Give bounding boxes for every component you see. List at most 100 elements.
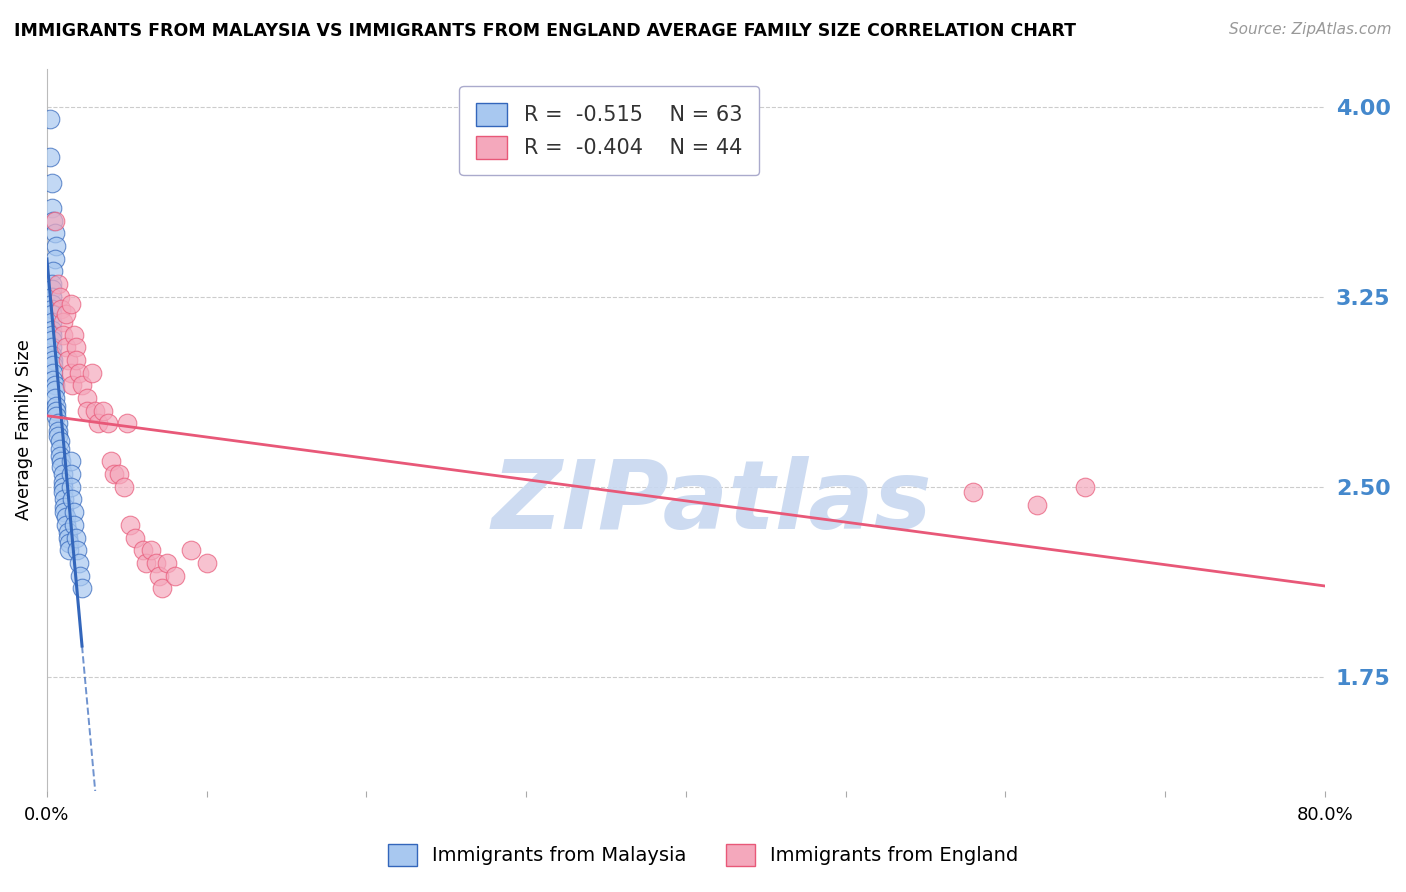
Point (46, 417, 69, 431)
Point (51, 454, 73, 468)
Point (70, 378, 93, 392)
Point (156, 556, 179, 570)
Point (59, 467, 82, 482)
Point (39, 112, 62, 127)
Point (76, 391, 98, 405)
Legend: R =  -0.515    N = 63, R =  -0.404    N = 44: R = -0.515 N = 63, R = -0.404 N = 44 (460, 87, 759, 176)
Point (46, 429, 69, 443)
Point (70, 581, 93, 595)
Point (41, 297, 63, 311)
Point (55, 340, 77, 354)
Point (69, 568, 91, 582)
Point (41, 333, 63, 347)
Point (100, 454, 122, 468)
Point (59, 297, 82, 311)
Point (52, 327, 75, 342)
Point (63, 505, 86, 519)
Point (65, 531, 87, 545)
Point (44, 252, 66, 266)
Point (42, 358, 65, 372)
Text: IMMIGRANTS FROM MALAYSIA VS IMMIGRANTS FROM ENGLAND AVERAGE FAMILY SIZE CORRELAT: IMMIGRANTS FROM MALAYSIA VS IMMIGRANTS F… (14, 22, 1076, 40)
Point (80, 366, 103, 380)
Point (91, 403, 114, 417)
Point (51, 302, 73, 317)
Point (107, 467, 129, 482)
Text: ZIPatlas: ZIPatlas (491, 456, 932, 549)
Y-axis label: Average Family Size: Average Family Size (15, 339, 32, 520)
Point (115, 417, 138, 431)
Point (962, 484, 984, 499)
Point (112, 480, 135, 494)
Point (42, 353, 65, 368)
Point (52, 480, 75, 494)
Point (41, 315, 63, 329)
Point (53, 500, 76, 514)
Point (39, 150, 62, 164)
Point (150, 581, 173, 595)
Point (45, 399, 67, 413)
Point (46, 277, 69, 291)
Point (132, 543, 155, 558)
Point (148, 568, 170, 582)
Point (67, 366, 90, 380)
Point (62, 378, 84, 392)
Point (56, 525, 79, 540)
Point (42, 373, 65, 387)
Point (44, 378, 66, 392)
Point (87, 417, 110, 431)
Point (67, 556, 90, 570)
Point (83, 403, 105, 417)
Point (53, 505, 76, 519)
Point (97, 417, 120, 431)
Point (118, 517, 141, 532)
Point (44, 213, 66, 227)
Point (48, 434, 70, 449)
Point (55, 510, 77, 524)
Point (59, 480, 82, 494)
Legend: Immigrants from Malaysia, Immigrants from England: Immigrants from Malaysia, Immigrants fro… (380, 837, 1026, 873)
Point (1026, 498, 1049, 512)
Point (103, 467, 125, 482)
Point (195, 556, 218, 570)
Point (51, 459, 73, 474)
Point (44, 391, 66, 405)
Point (58, 543, 80, 558)
Point (45, 403, 67, 417)
Point (1074, 480, 1097, 494)
Point (45, 239, 67, 253)
Point (42, 264, 65, 278)
Point (135, 556, 157, 570)
Point (124, 531, 146, 545)
Point (62, 492, 84, 507)
Text: Source: ZipAtlas.com: Source: ZipAtlas.com (1229, 22, 1392, 37)
Point (46, 424, 69, 438)
Point (48, 290, 70, 304)
Point (41, 201, 63, 215)
Point (41, 340, 63, 354)
Point (41, 290, 63, 304)
Point (41, 282, 63, 296)
Point (52, 475, 75, 489)
Point (41, 348, 63, 362)
Point (65, 340, 87, 354)
Point (66, 543, 89, 558)
Point (45, 409, 67, 423)
Point (56, 531, 79, 545)
Point (139, 543, 162, 558)
Point (65, 353, 87, 368)
Point (63, 327, 86, 342)
Point (163, 568, 186, 582)
Point (41, 307, 63, 321)
Point (55, 307, 77, 321)
Point (48, 442, 70, 456)
Point (52, 315, 75, 329)
Point (42, 366, 65, 380)
Point (180, 543, 202, 558)
Point (63, 517, 86, 532)
Point (52, 467, 75, 482)
Point (41, 176, 63, 190)
Point (53, 492, 76, 507)
Point (41, 277, 63, 291)
Point (42, 213, 65, 227)
Point (56, 353, 79, 368)
